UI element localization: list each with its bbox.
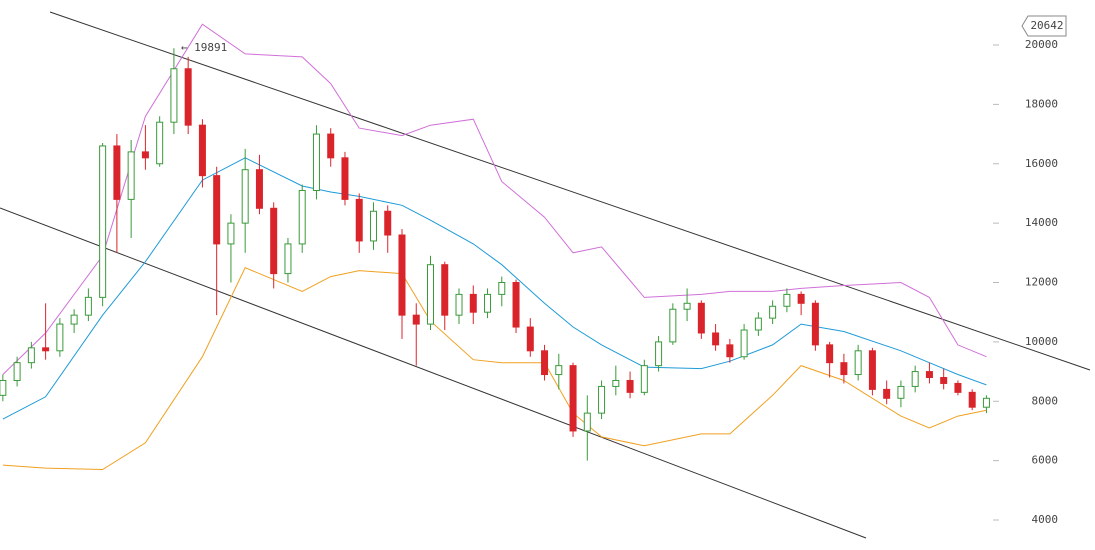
max-marker: ← 19891	[181, 41, 227, 54]
candle-body	[683, 302, 691, 310]
candle-body	[883, 388, 891, 399]
candle-body	[982, 397, 990, 408]
candle-body	[0, 379, 7, 396]
candle-body	[911, 371, 919, 387]
candle-body	[669, 308, 677, 343]
candle-body	[712, 332, 720, 346]
candle-body	[968, 391, 976, 408]
candle-body	[113, 145, 121, 200]
candle-body	[227, 222, 235, 245]
candle-body	[583, 412, 591, 432]
candle-body	[70, 314, 78, 325]
candle-body	[612, 379, 620, 387]
candle-body	[56, 323, 64, 352]
candle-body	[626, 379, 634, 393]
candle-body	[925, 371, 933, 379]
candle-body	[754, 317, 762, 331]
candle-body	[940, 377, 948, 384]
channel-line	[49, 11, 1091, 371]
candle-body	[797, 293, 805, 304]
candle-body	[270, 207, 278, 275]
candle-body	[455, 293, 463, 316]
candle-body	[697, 302, 705, 334]
candle-body	[213, 175, 221, 245]
candle-body	[555, 365, 563, 376]
candle-body	[184, 68, 192, 126]
candle-body	[341, 157, 349, 200]
band-line	[2, 267, 987, 471]
candle-body	[512, 282, 520, 328]
candle-body	[498, 282, 506, 295]
candle-body	[868, 350, 876, 390]
candle-body	[598, 385, 606, 414]
candle-body	[241, 169, 249, 224]
candle-body	[811, 302, 819, 346]
price-marker-box	[1021, 15, 1067, 37]
candle-body	[398, 234, 406, 316]
y-tick-label: 18000	[1025, 97, 1058, 110]
candle-body	[655, 341, 663, 367]
candle-body	[826, 344, 834, 364]
y-tick-label: 14000	[1025, 216, 1058, 229]
candle-body	[141, 151, 149, 159]
candle-body	[84, 296, 92, 316]
candle-body	[897, 385, 905, 399]
candle-body	[369, 210, 377, 242]
y-tick-label: 16000	[1025, 157, 1058, 170]
candle-body	[469, 293, 477, 313]
candle-body	[170, 68, 178, 123]
band-line	[2, 23, 987, 375]
candle-body	[484, 293, 492, 313]
price-marker-label: 20642	[1030, 19, 1063, 32]
y-tick-label: 12000	[1025, 276, 1058, 289]
candle-body	[526, 326, 534, 352]
candle-body	[740, 329, 748, 358]
candle-body	[99, 145, 107, 298]
candle-body	[255, 169, 263, 209]
band-line	[2, 157, 987, 420]
candle-body	[541, 350, 549, 376]
candle-body	[412, 314, 420, 325]
candle-body	[284, 243, 292, 275]
candle-body	[769, 305, 777, 319]
candle-body	[441, 264, 449, 316]
candle-body	[13, 362, 21, 381]
y-tick-label: 10000	[1025, 335, 1058, 348]
y-tick-label: 4000	[1032, 513, 1059, 526]
candle-body	[27, 347, 35, 364]
y-tick-label: 6000	[1032, 454, 1059, 467]
candle-body	[327, 133, 335, 159]
candle-body	[427, 264, 435, 325]
candle-body	[156, 121, 164, 165]
candle-body	[726, 344, 734, 358]
candle-body	[384, 210, 392, 236]
candle-body	[298, 189, 306, 245]
candle-body	[783, 293, 791, 307]
y-tick-label: 20000	[1025, 38, 1058, 51]
candle-body	[355, 198, 363, 242]
candle-body	[198, 124, 206, 177]
candle-body	[312, 133, 320, 191]
candle-body	[127, 151, 135, 200]
candle-body	[954, 382, 962, 393]
candle-body	[854, 350, 862, 376]
candle-body	[42, 347, 50, 352]
candle-body	[640, 365, 648, 393]
candle-body	[569, 365, 577, 432]
candle-body	[840, 362, 848, 376]
y-tick-label: 8000	[1032, 394, 1059, 407]
